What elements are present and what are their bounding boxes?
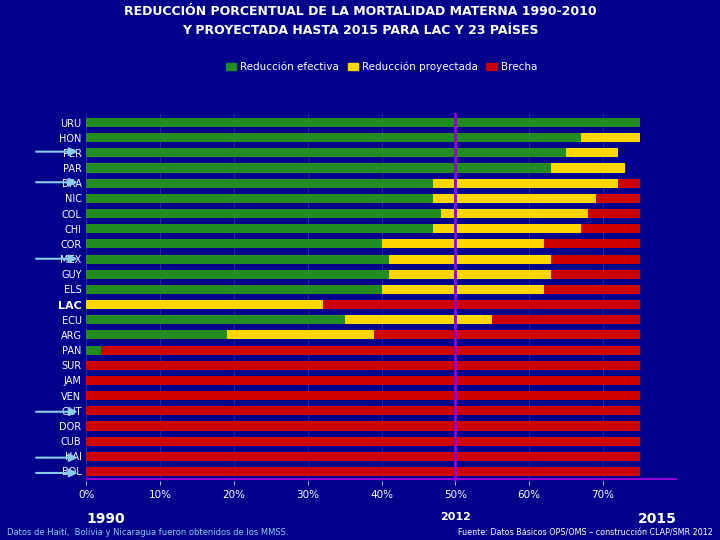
Bar: [86, 239, 382, 248]
Bar: [345, 315, 492, 325]
Bar: [382, 239, 544, 248]
Bar: [86, 148, 566, 157]
Bar: [86, 285, 382, 294]
Bar: [389, 269, 552, 279]
Bar: [86, 209, 441, 218]
Bar: [323, 300, 640, 309]
Bar: [86, 421, 640, 430]
Bar: [86, 391, 640, 400]
Text: 2012: 2012: [440, 512, 471, 522]
Bar: [581, 224, 640, 233]
Bar: [86, 406, 640, 415]
Bar: [86, 346, 101, 355]
Bar: [86, 269, 389, 279]
Bar: [552, 254, 640, 264]
Bar: [544, 239, 640, 248]
Bar: [581, 133, 640, 142]
Bar: [227, 330, 374, 340]
Bar: [86, 133, 581, 142]
Bar: [433, 224, 581, 233]
Bar: [552, 269, 640, 279]
Bar: [618, 179, 640, 188]
Bar: [86, 254, 389, 264]
Bar: [595, 194, 640, 203]
Bar: [86, 194, 433, 203]
Text: 1990: 1990: [86, 512, 125, 526]
Bar: [566, 148, 618, 157]
Bar: [86, 164, 552, 173]
Bar: [86, 467, 640, 476]
Bar: [86, 330, 227, 340]
Bar: [86, 361, 640, 370]
Bar: [492, 315, 640, 325]
Legend: Reducción efectiva, Reducción proyectada, Brecha: Reducción efectiva, Reducción proyectada…: [226, 62, 537, 72]
Bar: [441, 209, 588, 218]
Bar: [433, 194, 595, 203]
Bar: [101, 346, 640, 355]
Bar: [86, 437, 640, 445]
Bar: [86, 452, 640, 461]
Bar: [86, 179, 433, 188]
Text: Datos de Haití,  Bolivia y Nicaragua fueron obtenidos de los MMSS.: Datos de Haití, Bolivia y Nicaragua fuer…: [7, 528, 289, 537]
Text: REDUCCIÓN PORCENTUAL DE LA MORTALIDAD MATERNA 1990-2010: REDUCCIÓN PORCENTUAL DE LA MORTALIDAD MA…: [124, 5, 596, 18]
Text: Fuente: Datos Básicos OPS/OMS – construcción CLAP/SMR 2012: Fuente: Datos Básicos OPS/OMS – construc…: [458, 528, 713, 537]
Text: 2015: 2015: [638, 512, 677, 526]
Bar: [588, 209, 640, 218]
Bar: [374, 330, 640, 340]
Bar: [382, 285, 544, 294]
Bar: [86, 300, 323, 309]
Bar: [86, 118, 640, 127]
Bar: [433, 179, 618, 188]
Bar: [389, 254, 552, 264]
Bar: [544, 285, 640, 294]
Bar: [86, 315, 345, 325]
Text: Y PROYECTADA HASTA 2015 PARA LAC Y 23 PAÍSES: Y PROYECTADA HASTA 2015 PARA LAC Y 23 PA…: [181, 24, 539, 37]
Bar: [86, 376, 640, 385]
Bar: [86, 224, 433, 233]
Bar: [552, 164, 625, 173]
